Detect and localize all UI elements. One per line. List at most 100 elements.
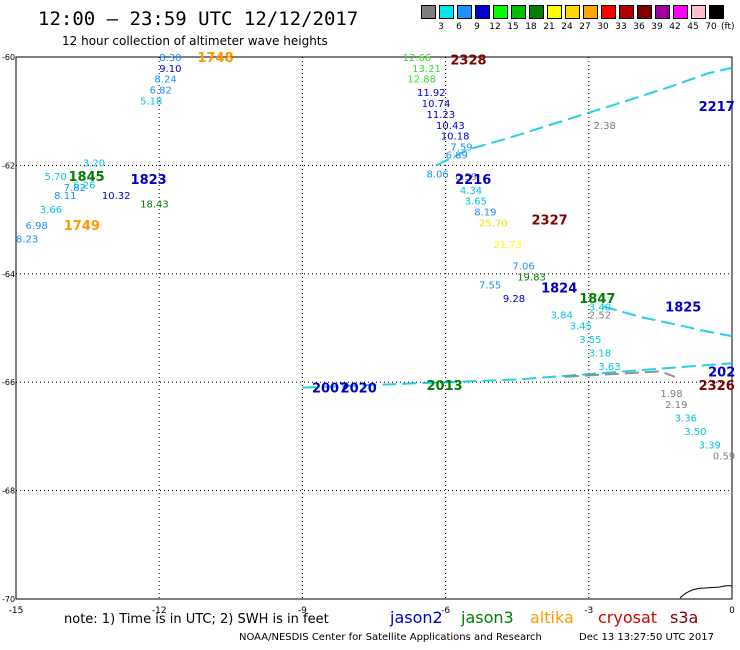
colorbar-swatch <box>529 5 544 19</box>
colorbar-swatch <box>493 5 508 19</box>
y-tick-label: -68 <box>2 487 15 496</box>
swh-label: 3.36 <box>675 413 697 424</box>
y-tick-label: -62 <box>2 161 15 170</box>
time-label: 2216 <box>455 173 491 188</box>
colorbar-swatch <box>619 5 634 19</box>
colorbar-swatch <box>457 5 472 19</box>
x-tick-label: -12 <box>152 606 167 616</box>
colorbar-swatch <box>637 5 652 19</box>
swh-label: 1.98 <box>660 389 682 400</box>
swh-label: 3.18 <box>589 348 611 359</box>
y-tick-label: -66 <box>2 378 15 387</box>
swh-label: 12.88 <box>407 75 436 86</box>
swh-label: 3.50 <box>684 427 706 438</box>
colorbar-swatch <box>709 5 724 19</box>
swh-label: 5.70 <box>45 172 67 183</box>
swh-label: 3.84 <box>551 310 573 321</box>
time-label: 1748 <box>197 51 233 66</box>
label-layer: 8.309.108.246.825.18 3.20 5.707.826.268.11… <box>16 51 735 462</box>
swh-label: 3.39 <box>699 441 721 452</box>
time-label: 2326 <box>699 379 735 394</box>
swh-label: 3.66 <box>40 205 62 216</box>
colorbar-swatch <box>421 5 436 19</box>
footer-credit: NOAA/NESDIS Center for Satellite Applica… <box>239 632 542 643</box>
swh-label: 3.20 <box>83 159 105 170</box>
colorbar-label: 36 <box>633 22 645 32</box>
legend-item-s3a: s3a <box>670 608 699 627</box>
time-label: 1824 <box>541 281 577 296</box>
swh-label: 3.55 <box>579 335 601 346</box>
x-tick-label: 0 <box>729 606 735 616</box>
colorbar-label: 12 <box>489 22 501 32</box>
x-tick-label: -15 <box>9 606 24 616</box>
swh-label: 10.32 <box>102 191 131 202</box>
colorbar-swatch <box>547 5 562 19</box>
time-label: 1825 <box>665 300 701 315</box>
track-layer <box>302 66 733 389</box>
time-label: 2327 <box>532 214 568 229</box>
time-label: 1845 <box>69 170 105 185</box>
colorbar-label: 6 <box>456 22 462 32</box>
swh-label: 3.63 <box>598 362 620 373</box>
colorbar-label: 15 <box>507 22 519 32</box>
y-tick-label: -70 <box>2 595 15 604</box>
coastline-shape <box>679 585 733 599</box>
swh-label: 6.98 <box>26 221 48 232</box>
colorbar-swatch <box>691 5 706 19</box>
swh-label: 9.10 <box>159 64 181 75</box>
colorbar-label: 42 <box>669 22 681 32</box>
swh-label: 13.21 <box>412 64 441 75</box>
colorbar-label: 39 <box>651 22 663 32</box>
swh-label: 9.28 <box>503 294 525 305</box>
swh-label: 2.19 <box>665 400 687 411</box>
swh-label: 12.66 <box>403 53 432 64</box>
plot-frame <box>15 56 733 600</box>
swh-label: 8.24 <box>154 75 176 86</box>
swh-label: 6.26 <box>73 180 95 191</box>
colorbar-label: 45 <box>687 22 699 32</box>
time-label: 2020 <box>341 382 377 397</box>
swh-label: 3.45 <box>570 321 592 332</box>
page-title: 12:00 – 23:59 UTC 12/12/2017 <box>38 8 359 30</box>
swh-label: 2.38 <box>594 121 616 132</box>
y-tick-label: -64 <box>2 270 15 279</box>
grid-layer <box>16 57 732 599</box>
time-label: 1749 <box>64 219 100 234</box>
time-label: 2007 <box>312 382 348 397</box>
swh-label: 10.74 <box>422 99 451 110</box>
note-text: note: 1) Time is in UTC; 2) SWH is in fe… <box>64 612 329 627</box>
time-label: 202 <box>708 365 735 380</box>
colorbar-swatch <box>565 5 580 19</box>
colorbar-swatch <box>601 5 616 19</box>
colorbar-label: 24 <box>561 22 573 32</box>
time-label: 2013 <box>427 379 463 394</box>
time-label: 2328 <box>450 54 486 69</box>
swh-label: 10.43 <box>436 121 465 132</box>
x-tick-label: -3 <box>584 606 593 616</box>
swh-label: 11.92 <box>417 88 446 99</box>
footer-timestamp: Dec 13 13:27:50 UTC 2017 <box>579 632 714 643</box>
swh-label: 8.11 <box>54 191 76 202</box>
swh-label: 7.82 <box>64 183 86 194</box>
colorbar-label: 70 <box>705 22 717 32</box>
swh-label: 21.73 <box>493 240 522 251</box>
swh-label: 18.43 <box>140 199 169 210</box>
time-label: 1847 <box>579 292 615 307</box>
colorbar-label: 9 <box>474 22 480 32</box>
swh-label: 25.70 <box>479 218 508 229</box>
colorbar-swatch <box>439 5 454 19</box>
swh-label: 4.34 <box>460 186 482 197</box>
time-label: 1823 <box>131 173 167 188</box>
swh-label: 6.89 <box>446 151 468 162</box>
swh-label: 2.52 <box>589 310 611 321</box>
track-line <box>435 66 733 167</box>
swh-label: 7.59 <box>450 142 472 153</box>
colorbar-unit: (ft) <box>721 22 735 32</box>
colorbar-label: 18 <box>525 22 537 32</box>
swh-label: 3.65 <box>465 197 487 208</box>
swh-label: 0.59 <box>455 172 477 183</box>
x-tick-label: -9 <box>298 606 307 616</box>
colorbar-swatch <box>475 5 490 19</box>
track-line <box>564 370 676 378</box>
colorbar-swatch <box>511 5 526 19</box>
